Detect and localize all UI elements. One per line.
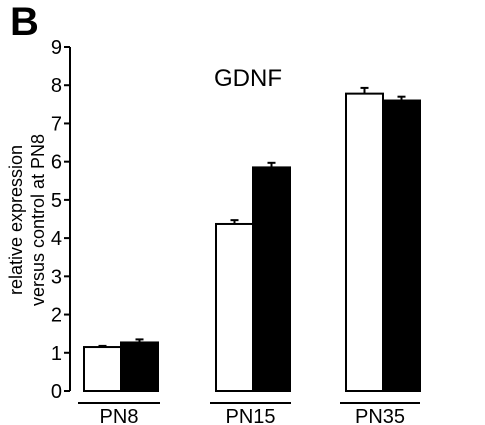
y-tick-label: 5 (51, 190, 62, 212)
y-axis-label-line-2: versus control at PN8 (28, 134, 48, 306)
y-tick-label: 4 (51, 228, 62, 250)
y-tick-label: 0 (51, 381, 62, 403)
bar (382, 99, 421, 392)
bar (215, 222, 254, 392)
y-tick-label: 7 (51, 113, 62, 135)
bar (83, 346, 122, 392)
y-axis-label: relative expression versus control at PN… (6, 134, 48, 306)
x-category-label: PN8 (100, 406, 139, 425)
y-tick-label: 9 (51, 37, 62, 59)
y-tick-label: 8 (51, 75, 62, 97)
x-category-label: PN15 (225, 406, 275, 425)
chart-title: GDNF (214, 65, 282, 92)
bar (120, 341, 159, 392)
y-tick-label: 1 (51, 343, 62, 365)
panel-letter: B (10, 0, 39, 44)
bar (252, 166, 291, 392)
y-tick-label: 6 (51, 152, 62, 174)
y-tick-label: 2 (51, 305, 62, 327)
y-axis-label-line-1: relative expression (6, 145, 26, 295)
bar (345, 92, 384, 393)
x-category-label: PN35 (355, 406, 405, 425)
y-tick-label: 3 (51, 266, 62, 288)
